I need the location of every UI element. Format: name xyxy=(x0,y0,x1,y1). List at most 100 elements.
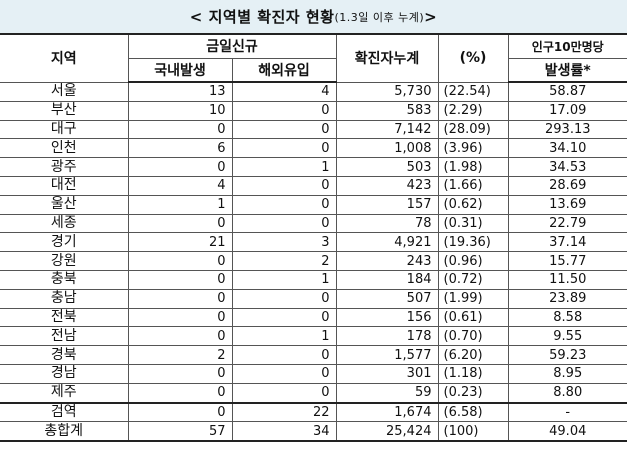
cumulative-cell: 25,424 xyxy=(335,421,439,443)
region-cell: 충남 xyxy=(0,288,129,309)
cumulative-cell: 156 xyxy=(335,307,439,328)
imported-cell: 0 xyxy=(231,138,337,159)
cumulative-cell: 7,142 xyxy=(335,119,439,140)
percent-cell: (1.18) xyxy=(437,363,509,384)
table-row: 전남 0 1 178 (0.70) 9.55 xyxy=(0,326,627,347)
table-row: 서울 13 4 5,730 (22.54) 58.87 xyxy=(0,81,627,102)
percent-cell: (6.20) xyxy=(437,345,509,365)
imported-cell: 0 xyxy=(231,288,337,309)
domestic-cell: 21 xyxy=(127,232,233,253)
rate-cell: 8.58 xyxy=(507,307,627,328)
cumulative-cell: 5,730 xyxy=(335,81,439,102)
region-cell: 전남 xyxy=(0,326,129,347)
percent-cell: (6.58) xyxy=(437,401,509,423)
rate-cell: 34.10 xyxy=(507,138,627,159)
cumulative-cell: 4,921 xyxy=(335,232,439,253)
table-row: 인천 6 0 1,008 (3.96) 34.10 xyxy=(0,138,627,159)
domestic-cell: 0 xyxy=(127,213,233,234)
imported-cell: 0 xyxy=(231,175,337,196)
percent-cell: (19.36) xyxy=(437,232,509,253)
region-cell: 경남 xyxy=(0,363,129,384)
table-row: 세종 0 0 78 (0.31) 22.79 xyxy=(0,213,627,234)
table-row: 총합계 57 34 25,424 (100) 49.04 xyxy=(0,421,627,443)
header-percent: (%) xyxy=(437,33,509,83)
cumulative-cell: 243 xyxy=(335,251,439,271)
region-cell: 인천 xyxy=(0,138,129,159)
region-cell: 광주 xyxy=(0,157,129,177)
regional-cases-table: 지역 금일신규 확진자누계 (%) 인구10만명당 국내발생 해외유입 발생률*… xyxy=(0,33,627,443)
cumulative-cell: 1,577 xyxy=(335,345,439,365)
header-imported: 해외유입 xyxy=(231,57,337,83)
imported-cell: 0 xyxy=(231,194,337,215)
percent-cell: (0.31) xyxy=(437,213,509,234)
rate-cell: 34.53 xyxy=(507,157,627,177)
domestic-cell: 0 xyxy=(127,382,233,404)
imported-cell: 0 xyxy=(231,119,337,140)
rate-cell: 22.79 xyxy=(507,213,627,234)
title-sub: (1.3일 이후 누계) xyxy=(334,10,425,24)
domestic-cell: 0 xyxy=(127,119,233,140)
cumulative-cell: 184 xyxy=(335,269,439,290)
imported-cell: 0 xyxy=(231,345,337,365)
domestic-cell: 0 xyxy=(127,401,233,423)
cumulative-cell: 1,674 xyxy=(335,401,439,423)
percent-cell: (0.62) xyxy=(437,194,509,215)
region-cell: 경북 xyxy=(0,345,129,365)
region-cell: 전북 xyxy=(0,307,129,328)
domestic-cell: 6 xyxy=(127,138,233,159)
table-row: 광주 0 1 503 (1.98) 34.53 xyxy=(0,157,627,177)
rate-cell: 17.09 xyxy=(507,100,627,121)
region-cell: 세종 xyxy=(0,213,129,234)
region-cell: 경기 xyxy=(0,232,129,253)
percent-cell: (100) xyxy=(437,421,509,443)
imported-cell: 1 xyxy=(231,269,337,290)
rate-cell: 23.89 xyxy=(507,288,627,309)
rate-cell: 15.77 xyxy=(507,251,627,271)
region-cell: 검역 xyxy=(0,401,129,423)
percent-cell: (1.66) xyxy=(437,175,509,196)
domestic-cell: 0 xyxy=(127,307,233,328)
domestic-cell: 2 xyxy=(127,345,233,365)
header-cumulative: 확진자누계 xyxy=(335,33,439,83)
table-row: 경북 2 0 1,577 (6.20) 59.23 xyxy=(0,345,627,365)
header-new-today: 금일신규 xyxy=(127,33,337,59)
table-row: 제주 0 0 59 (0.23) 8.80 xyxy=(0,382,627,404)
domestic-cell: 0 xyxy=(127,326,233,347)
percent-cell: (1.99) xyxy=(437,288,509,309)
rate-cell: 49.04 xyxy=(507,421,627,443)
percent-cell: (0.70) xyxy=(437,326,509,347)
rate-cell: 13.69 xyxy=(507,194,627,215)
percent-cell: (3.96) xyxy=(437,138,509,159)
table-row: 대전 4 0 423 (1.66) 28.69 xyxy=(0,175,627,196)
imported-cell: 0 xyxy=(231,213,337,234)
rate-cell: 8.95 xyxy=(507,363,627,384)
table-row: 충북 0 1 184 (0.72) 11.50 xyxy=(0,269,627,290)
domestic-cell: 0 xyxy=(127,269,233,290)
imported-cell: 2 xyxy=(231,251,337,271)
cumulative-cell: 583 xyxy=(335,100,439,121)
imported-cell: 1 xyxy=(231,326,337,347)
table-row: 검역 0 22 1,674 (6.58) - xyxy=(0,401,627,423)
header-rate-line2: 발생률* xyxy=(507,58,627,83)
domestic-cell: 0 xyxy=(127,363,233,384)
imported-cell: 3 xyxy=(231,232,337,253)
region-cell: 대구 xyxy=(0,119,129,140)
rate-cell: 293.13 xyxy=(507,119,627,140)
rate-cell: 37.14 xyxy=(507,232,627,253)
percent-cell: (0.72) xyxy=(437,269,509,290)
header-domestic: 국내발생 xyxy=(128,57,233,83)
domestic-cell: 4 xyxy=(127,175,233,196)
table-title: < 지역별 확진자 현황 (1.3일 이후 누계) > xyxy=(0,0,627,33)
table-row: 경남 0 0 301 (1.18) 8.95 xyxy=(0,363,627,384)
domestic-cell: 13 xyxy=(127,81,233,102)
imported-cell: 4 xyxy=(231,81,337,102)
region-cell: 충북 xyxy=(0,269,129,290)
percent-cell: (0.61) xyxy=(437,307,509,328)
rate-cell: 59.23 xyxy=(507,345,627,365)
table-row: 경기 21 3 4,921 (19.36) 37.14 xyxy=(0,232,627,253)
imported-cell: 1 xyxy=(231,157,337,177)
table-row: 대구 0 0 7,142 (28.09) 293.13 xyxy=(0,119,627,140)
cumulative-cell: 503 xyxy=(335,157,439,177)
cumulative-cell: 178 xyxy=(335,326,439,347)
cumulative-cell: 157 xyxy=(335,194,439,215)
